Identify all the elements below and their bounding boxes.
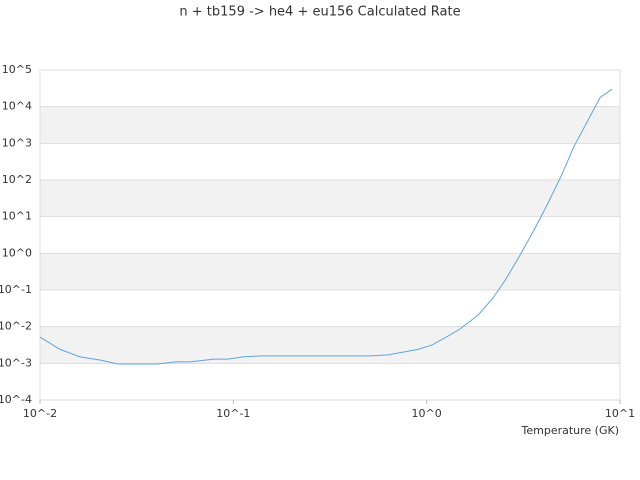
y-tick-label: 10^-3: [0, 356, 32, 369]
y-tick-label: 10^-4: [0, 393, 32, 406]
y-tick-label: 10^5: [2, 63, 32, 76]
x-tick-label: 10^1: [605, 407, 635, 420]
plot-frame: [39, 69, 621, 401]
data-line: [39, 88, 613, 365]
grid-band: [40, 253, 620, 290]
grid-band: [40, 326, 620, 364]
y-tick-label: 10^1: [2, 210, 32, 223]
y-tick-label: 10^-1: [0, 283, 32, 296]
x-tick-label: 10^-2: [23, 407, 57, 420]
y-tick-label: 10^-2: [0, 320, 32, 333]
x-tick-label: 10^-1: [216, 407, 250, 420]
y-tick-label: 10^4: [2, 100, 32, 113]
chart-title: n + tb159 -> he4 + eu156 Calculated Rate: [179, 5, 460, 20]
x-tick-label: 10^0: [412, 407, 442, 420]
y-tick-label: 10^3: [2, 136, 32, 149]
grid-band: [40, 180, 620, 217]
y-tick-label: 10^2: [2, 173, 32, 186]
x-axis-label: Temperature (GK): [521, 424, 620, 437]
y-tick-label: 10^0: [2, 246, 32, 259]
grid-band: [40, 106, 620, 144]
